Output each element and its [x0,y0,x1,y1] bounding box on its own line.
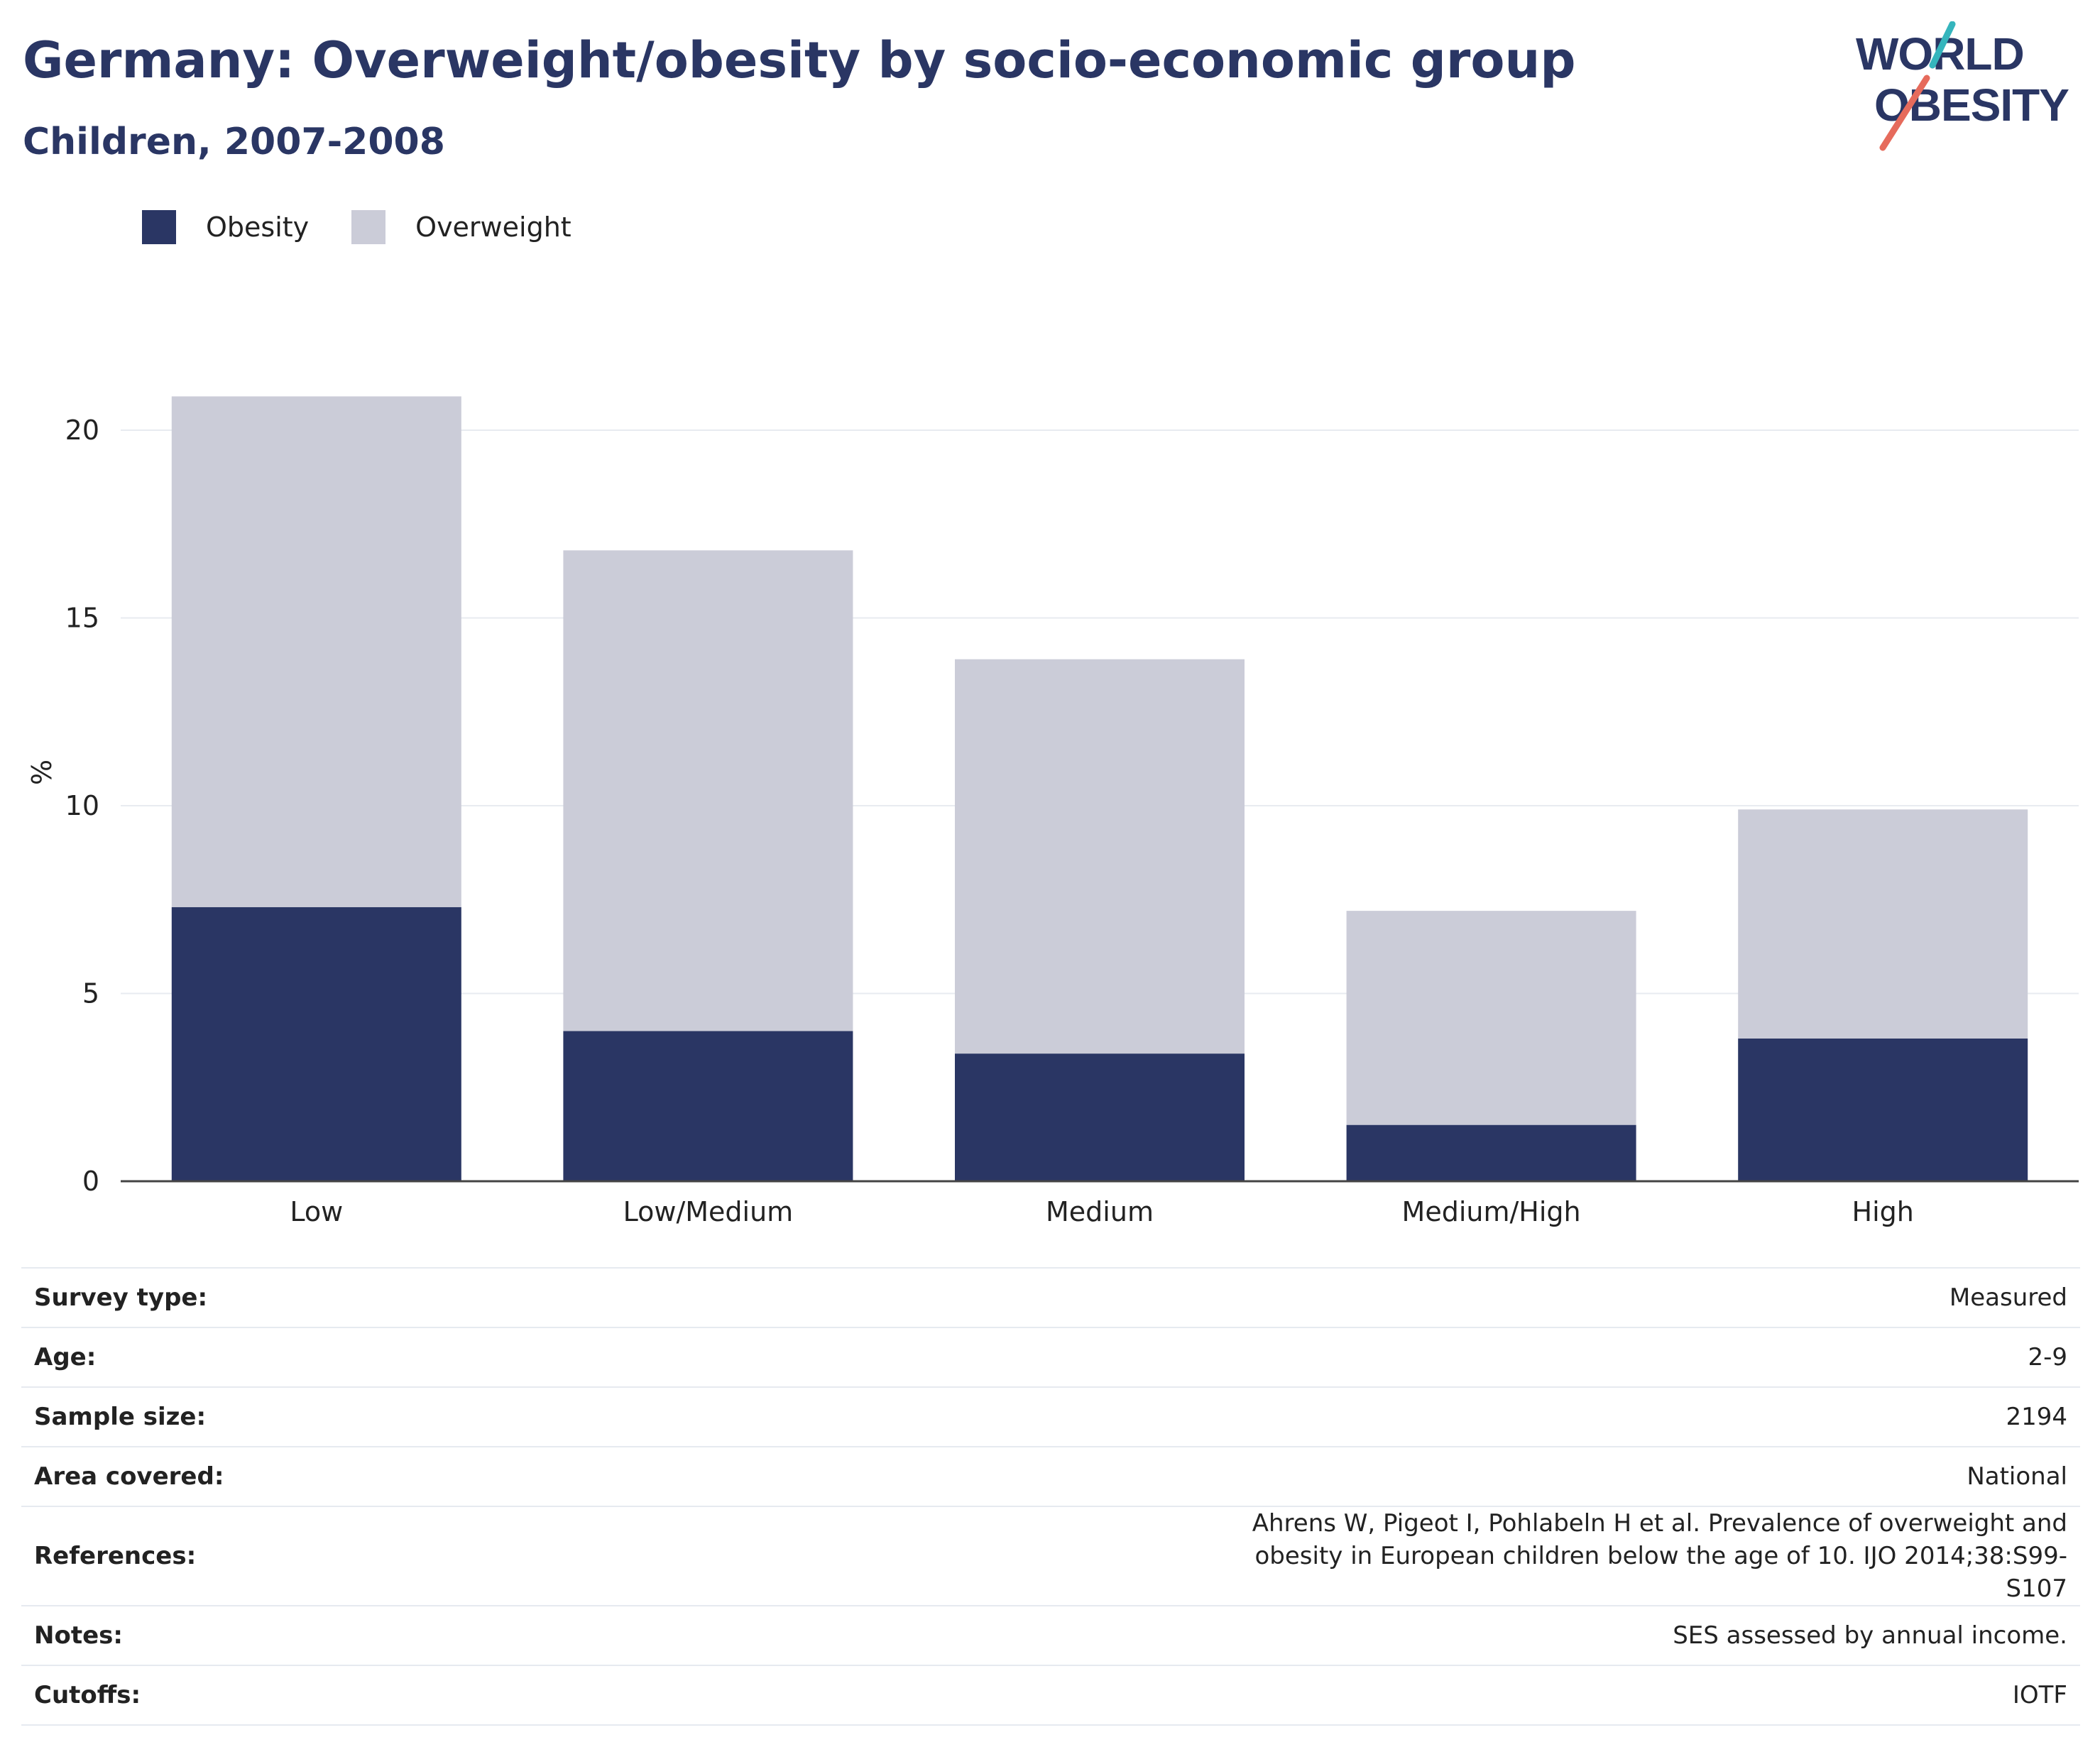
info-row: References: Ahrens W, Pigeot I, Pohlabeln… [21,1506,2080,1606]
info-table: Survey type: Measured Age: 2-9 Sample size: 2… [21,1267,2080,1726]
bar-overweight-low-medium[interactable] [563,550,853,1031]
info-label: Survey type: [21,1267,544,1327]
y-axis: 0 5 10 15 20% [26,415,99,1197]
chart-title: Germany: Overweight/obesity by socio-eco… [23,31,1576,89]
bars [171,396,2028,1181]
info-row: Notes: SES assessed by annual income. [21,1605,2080,1665]
world-obesity-logo: WORLD OBESITY [1856,21,2069,151]
legend-item-obesity[interactable]: Obesity [142,210,309,244]
legend-swatch [351,210,386,244]
info-label: References: [21,1506,544,1606]
x-tick-label: Medium [1046,1196,1154,1227]
x-tick-label: Low [290,1196,343,1227]
logo-slash-teal [1929,21,1956,69]
legend-label: Obesity [206,212,310,243]
bar-overweight-high[interactable] [1738,809,2028,1039]
x-tick-label: Medium/High [1402,1196,1581,1227]
info-label: Notes: [21,1605,544,1665]
info-row: Cutoffs: IOTF [21,1665,2080,1726]
y-axis-label: % [26,760,58,785]
info-value: Ahrens W, Pigeot I, Pohlabeln H et al. P… [544,1506,2080,1606]
bar-overweight-medium[interactable] [955,659,1245,1054]
info-value: IOTF [544,1665,2080,1726]
y-tick-label: 0 [82,1166,99,1197]
info-value: 2194 [544,1386,2080,1447]
legend-item-overweight[interactable]: Overweight [351,210,572,244]
info-row: Survey type: Measured [21,1267,2080,1327]
x-tick-label: Low/Medium [623,1196,794,1227]
info-label: Area covered: [21,1446,544,1506]
info-row: Age: 2-9 [21,1327,2080,1387]
legend-swatch [142,210,176,244]
info-value: 2-9 [544,1327,2080,1387]
stacked-bar-chart: 0 5 10 15 20% Low Low/Medium Medium Medium/High… [26,396,2079,1227]
info-row: Area covered: National [21,1446,2080,1506]
y-tick-label: 15 [65,603,99,634]
info-label: Cutoffs: [21,1665,544,1726]
info-row: Sample size: 2194 [21,1386,2080,1447]
x-tick-label: High [1852,1196,1914,1227]
bar-overweight-medium-high[interactable] [1346,911,1636,1125]
info-value: Measured [544,1267,2080,1327]
y-tick-label: 10 [65,790,99,821]
logo-slash-coral [1879,75,1930,151]
bar-obesity-high[interactable] [1738,1038,2028,1181]
info-label: Sample size: [21,1386,544,1447]
y-tick-label: 5 [82,978,99,1009]
legend: Obesity Overweight [142,210,614,244]
bar-obesity-medium[interactable] [955,1053,1245,1181]
logo-word-obesity: OBESITY [1874,80,2069,131]
bar-obesity-medium-high[interactable] [1346,1124,1636,1181]
info-value: SES assessed by annual income. [544,1605,2080,1665]
bar-obesity-low-medium[interactable] [563,1031,853,1181]
info-value: National [544,1446,2080,1506]
bar-overweight-low[interactable] [171,396,461,907]
y-tick-label: 20 [65,415,99,446]
chart-subtitle: Children, 2007-2008 [23,121,445,163]
x-axis: Low Low/Medium Medium Medium/High High [121,1180,2079,1227]
bar-obesity-low[interactable] [171,907,461,1181]
info-label: Age: [21,1327,544,1387]
legend-label: Overweight [415,212,572,243]
